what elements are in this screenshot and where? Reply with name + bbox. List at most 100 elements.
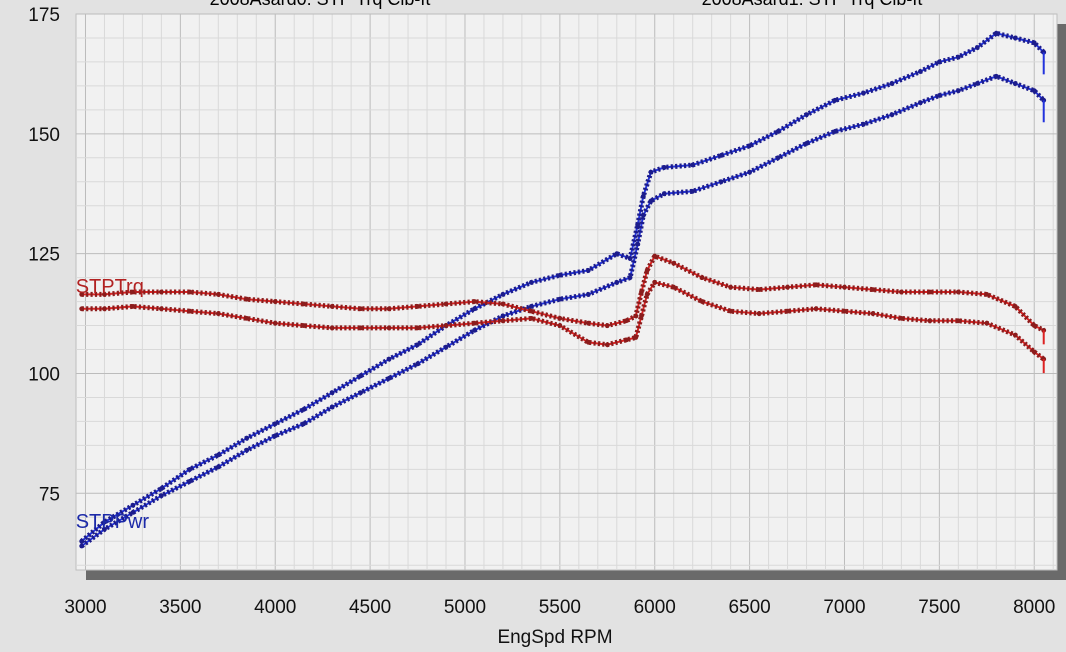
- data-point: [1031, 40, 1037, 46]
- data-point: [386, 375, 392, 381]
- data-point: [640, 212, 646, 218]
- data-point: [415, 342, 420, 348]
- x-tick-label: 4000: [254, 597, 296, 618]
- data-point: [187, 466, 193, 472]
- data-point: [832, 129, 838, 134]
- data-point: [747, 143, 753, 149]
- data-point: [329, 390, 335, 396]
- data-point: [329, 303, 335, 309]
- data-point: [272, 421, 278, 427]
- data-point: [747, 169, 753, 175]
- data-point: [415, 303, 420, 309]
- series-annotation: STPPwr: [76, 511, 150, 533]
- data-point: [528, 280, 534, 285]
- data-point: [842, 308, 847, 314]
- data-point: [443, 301, 449, 307]
- data-point: [661, 191, 667, 197]
- data-point: [358, 390, 364, 396]
- header-right-title: 2008Asard1: STP Trq Clb-ft: [702, 0, 923, 9]
- data-point: [648, 169, 654, 175]
- data-point: [955, 318, 961, 324]
- x-tick-label: 4500: [349, 597, 391, 618]
- data-point: [1031, 349, 1037, 355]
- data-point: [386, 306, 392, 312]
- data-point: [358, 325, 364, 331]
- data-point: [301, 301, 307, 307]
- x-tick-label: 7500: [918, 597, 960, 618]
- data-point: [1012, 81, 1018, 86]
- data-point: [329, 325, 335, 331]
- data-point: [187, 478, 193, 484]
- data-point: [1012, 303, 1018, 309]
- data-point: [633, 335, 639, 340]
- data-point: [472, 320, 477, 326]
- data-point: [927, 318, 933, 324]
- data-point: [585, 291, 591, 297]
- data-point: [785, 284, 790, 290]
- data-point: [472, 306, 477, 312]
- data-point: [652, 280, 658, 285]
- data-point: [158, 493, 164, 499]
- y-tick-label: 75: [39, 484, 60, 505]
- data-point: [889, 81, 895, 86]
- data-point: [528, 308, 534, 314]
- x-tick-label: 3500: [159, 597, 201, 618]
- data-point: [728, 308, 734, 314]
- header-left-title: 2008Asard0: STP Trq Clb-ft: [210, 0, 431, 9]
- y-tick-label: 100: [28, 364, 60, 385]
- data-point: [102, 291, 107, 297]
- x-axis-title: EngSpd RPM: [497, 627, 612, 647]
- data-point: [974, 45, 980, 50]
- data-point: [158, 306, 164, 312]
- y-tick-label: 150: [28, 125, 60, 146]
- data-point: [557, 296, 563, 302]
- data-point: [984, 291, 990, 297]
- data-point: [889, 112, 895, 118]
- data-point: [690, 162, 696, 168]
- data-point: [671, 260, 677, 266]
- data-point: [500, 318, 506, 324]
- data-point: [917, 100, 923, 106]
- x-tick-label: 6500: [728, 597, 770, 618]
- data-point: [936, 93, 942, 98]
- data-point: [813, 282, 819, 288]
- data-point: [528, 303, 534, 309]
- data-point: [917, 69, 923, 74]
- data-point: [130, 289, 136, 295]
- data-point: [614, 280, 620, 285]
- data-point: [500, 313, 506, 319]
- data-point: [832, 97, 838, 103]
- data-point: [899, 289, 904, 295]
- data-point: [557, 323, 563, 328]
- data-point: [272, 433, 278, 439]
- series-dotted-line: [80, 73, 1046, 549]
- data-point: [130, 502, 136, 508]
- data-point: [671, 284, 677, 290]
- data-point: [1012, 35, 1018, 41]
- data-point: [585, 320, 591, 326]
- data-point: [187, 308, 193, 314]
- data-point: [272, 299, 278, 304]
- data-point: [1031, 323, 1037, 328]
- data-point: [955, 88, 961, 94]
- data-point: [585, 268, 591, 273]
- data-point: [652, 253, 658, 259]
- data-point: [215, 291, 221, 297]
- data-point: [386, 356, 392, 362]
- data-point: [955, 289, 961, 295]
- data-point: [215, 452, 221, 458]
- data-point: [500, 301, 506, 307]
- data-point: [644, 291, 650, 297]
- x-tick-label: 7000: [823, 597, 865, 618]
- data-point: [756, 311, 762, 316]
- data-point: [301, 323, 307, 328]
- data-point: [386, 325, 392, 331]
- data-point: [415, 361, 420, 367]
- data-point: [215, 464, 221, 470]
- data-point: [443, 344, 449, 350]
- data-point: [244, 315, 250, 321]
- data-point: [301, 421, 307, 427]
- series-annotation: STPTrq: [76, 276, 144, 298]
- data-point: [585, 339, 591, 345]
